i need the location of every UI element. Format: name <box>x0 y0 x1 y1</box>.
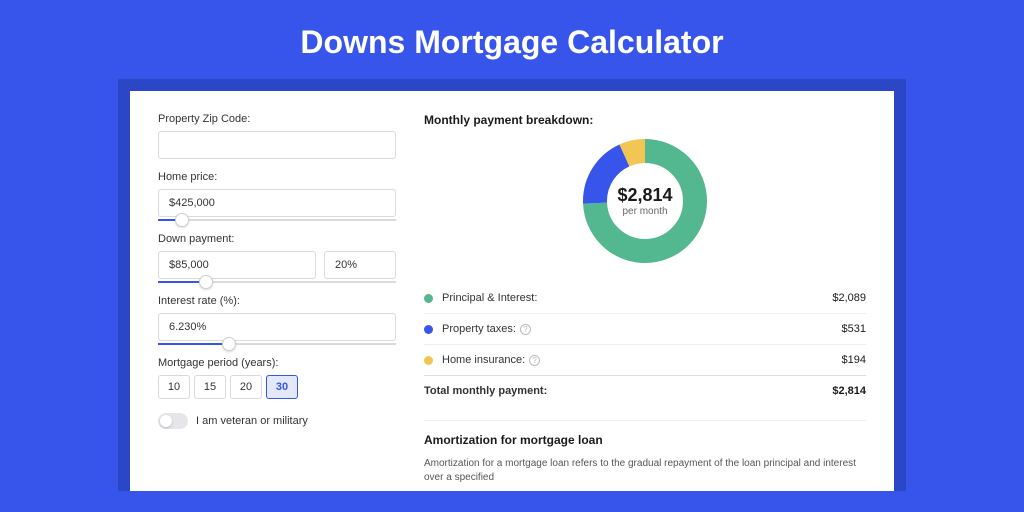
down-payment-input[interactable] <box>158 251 316 279</box>
period-btn-10[interactable]: 10 <box>158 375 190 399</box>
donut-center-sub: per month <box>622 206 667 217</box>
total-value: $2,814 <box>832 385 866 397</box>
legend-value: $531 <box>842 323 866 335</box>
legend: Principal & Interest:$2,089Property taxe… <box>424 283 866 375</box>
amortization-text: Amortization for a mortgage loan refers … <box>424 457 866 485</box>
zip-label: Property Zip Code: <box>158 113 396 125</box>
total-row: Total monthly payment: $2,814 <box>424 375 866 406</box>
donut-chart: $2,814 per month <box>581 137 709 265</box>
down-payment-field-group: Down payment: <box>158 233 396 283</box>
donut-center: $2,814 per month <box>581 137 709 265</box>
legend-dot <box>424 325 433 334</box>
down-payment-label: Down payment: <box>158 233 396 245</box>
page-title: Downs Mortgage Calculator <box>0 0 1024 79</box>
interest-rate-field-group: Interest rate (%): <box>158 295 396 345</box>
home-price-slider[interactable] <box>158 219 396 221</box>
interest-rate-slider[interactable] <box>158 343 396 345</box>
amortization-section: Amortization for mortgage loan Amortizat… <box>424 420 866 485</box>
zip-input[interactable] <box>158 131 396 159</box>
legend-row: Property taxes:?$531 <box>424 313 866 344</box>
period-btn-20[interactable]: 20 <box>230 375 262 399</box>
down-payment-slider-thumb[interactable] <box>199 275 213 289</box>
legend-value: $2,089 <box>832 292 866 304</box>
legend-dot <box>424 294 433 303</box>
amortization-title: Amortization for mortgage loan <box>424 433 866 447</box>
legend-row: Principal & Interest:$2,089 <box>424 283 866 313</box>
breakdown-title: Monthly payment breakdown: <box>424 113 866 127</box>
period-btn-15[interactable]: 15 <box>194 375 226 399</box>
home-price-field-group: Home price: <box>158 171 396 221</box>
calculator-frame: Property Zip Code: Home price: Down paym… <box>118 79 906 491</box>
total-label: Total monthly payment: <box>424 385 832 397</box>
calculator-card: Property Zip Code: Home price: Down paym… <box>130 91 894 491</box>
legend-value: $194 <box>842 354 866 366</box>
down-payment-slider[interactable] <box>158 281 396 283</box>
legend-label: Principal & Interest: <box>442 292 832 304</box>
legend-label: Property taxes:? <box>442 323 842 335</box>
period-btn-30[interactable]: 30 <box>266 375 298 399</box>
period-label: Mortgage period (years): <box>158 357 396 369</box>
legend-dot <box>424 356 433 365</box>
info-icon[interactable]: ? <box>529 355 540 366</box>
interest-rate-slider-fill <box>158 343 229 345</box>
donut-center-value: $2,814 <box>617 185 672 206</box>
zip-field-group: Property Zip Code: <box>158 113 396 159</box>
home-price-slider-thumb[interactable] <box>175 213 189 227</box>
veteran-label: I am veteran or military <box>196 415 308 427</box>
home-price-label: Home price: <box>158 171 396 183</box>
info-icon[interactable]: ? <box>520 324 531 335</box>
veteran-toggle[interactable] <box>158 413 188 429</box>
legend-row: Home insurance:?$194 <box>424 344 866 375</box>
form-column: Property Zip Code: Home price: Down paym… <box>158 113 396 491</box>
breakdown-column: Monthly payment breakdown: $2,814 per mo… <box>424 113 866 491</box>
period-options: 10152030 <box>158 375 396 399</box>
donut-chart-wrap: $2,814 per month <box>424 137 866 265</box>
period-field-group: Mortgage period (years): 10152030 <box>158 357 396 399</box>
veteran-row: I am veteran or military <box>158 413 396 429</box>
interest-rate-label: Interest rate (%): <box>158 295 396 307</box>
legend-label: Home insurance:? <box>442 354 842 366</box>
interest-rate-slider-thumb[interactable] <box>222 337 236 351</box>
down-payment-pct-input[interactable] <box>324 251 396 279</box>
interest-rate-input[interactable] <box>158 313 396 341</box>
home-price-input[interactable] <box>158 189 396 217</box>
